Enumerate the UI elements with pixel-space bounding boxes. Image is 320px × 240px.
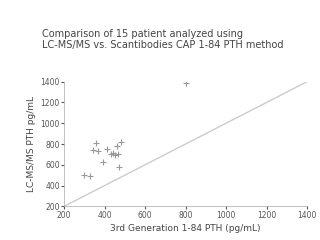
X-axis label: 3rd Generation 1-84 PTH (pg/mL): 3rd Generation 1-84 PTH (pg/mL) [110, 224, 261, 233]
Point [88, 174, 93, 178]
Point [100, 160, 105, 164]
Point [110, 151, 115, 155]
Point [118, 140, 123, 144]
Point [91, 148, 96, 152]
Point [108, 152, 113, 156]
Point [82, 173, 87, 177]
Point [183, 81, 188, 84]
Point [112, 154, 117, 157]
Text: Comparison of 15 patient analyzed using
LC-MS/MS vs. Scantibodies CAP 1-84 PTH m: Comparison of 15 patient analyzed using … [42, 29, 283, 50]
Point [94, 141, 99, 145]
Y-axis label: LC-MS/MS PTH pg/mL: LC-MS/MS PTH pg/mL [27, 96, 36, 192]
Point [96, 149, 101, 153]
Point [104, 147, 109, 151]
Point [115, 152, 120, 156]
Point [114, 144, 119, 147]
Point [116, 165, 121, 169]
